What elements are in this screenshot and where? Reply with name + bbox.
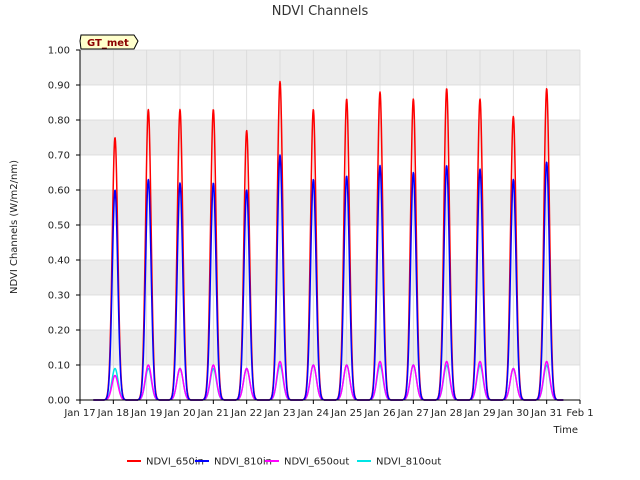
plot-band xyxy=(80,260,580,295)
x-tick-label: Jan 30 xyxy=(497,408,529,419)
y-tick-label: 0.40 xyxy=(48,256,70,267)
plot-band xyxy=(80,50,580,85)
legend-label: NDVI_650in xyxy=(146,457,204,468)
y-tick-label: 0.20 xyxy=(48,326,70,337)
legend-label: NDVI_810in xyxy=(214,457,272,468)
x-tick-label: Jan 21 xyxy=(197,408,229,419)
x-tick-label: Jan 25 xyxy=(330,408,362,419)
plot-band xyxy=(80,330,580,365)
y-tick-label: 0.70 xyxy=(48,151,70,162)
x-tick-label: Jan 22 xyxy=(230,408,262,419)
y-axis-ticks: 0.00 0.10 0.20 0.30 0.40 0.50 0.60 0.70 0.80 0.90… xyxy=(48,46,80,407)
badge-label: GT_met xyxy=(87,38,129,49)
y-tick-label: 0.30 xyxy=(48,291,70,302)
y-tick-label: 0.60 xyxy=(48,186,70,197)
y-axis-label: NDVI Channels (W/m2/nm) xyxy=(9,160,20,294)
x-tick-label: Feb 1 xyxy=(566,408,593,419)
x-tick-label: Jan 20 xyxy=(163,408,195,419)
y-tick-label: 0.50 xyxy=(48,221,70,232)
gt-met-badge: GT_met xyxy=(79,34,139,50)
y-tick-label: 0.90 xyxy=(48,81,70,92)
x-axis-label: Time xyxy=(553,425,578,436)
x-tick-label: Jan 31 xyxy=(530,408,562,419)
legend-label: NDVI_810out xyxy=(376,457,441,468)
y-tick-label: 0.10 xyxy=(48,361,70,372)
badge-box xyxy=(79,34,139,50)
x-tick-label: Jan 17 xyxy=(63,408,95,419)
x-tick-label: Jan 26 xyxy=(363,408,395,419)
x-tick-label: Jan 29 xyxy=(463,408,495,419)
x-tick-label: Jan 19 xyxy=(130,408,162,419)
x-tick-label: Jan 27 xyxy=(397,408,429,419)
plot-band xyxy=(80,190,580,225)
y-tick-label: 0.80 xyxy=(48,116,70,127)
y-tick-label: 1.00 xyxy=(48,46,70,57)
plot-band xyxy=(80,120,580,155)
x-tick-label: Jan 28 xyxy=(430,408,462,419)
x-tick-label: Jan 18 xyxy=(97,408,129,419)
chart-title: NDVI Channels xyxy=(272,4,369,19)
legend-label: NDVI_650out xyxy=(284,457,349,468)
x-tick-label: Jan 23 xyxy=(263,408,295,419)
y-tick-label: 0.00 xyxy=(48,396,70,407)
x-tick-label: Jan 24 xyxy=(297,408,329,419)
legend: NDVI_650in NDVI_810in NDVI_650out NDVI_810o… xyxy=(127,457,441,468)
x-axis-ticks: Jan 17 Jan 18 Jan 19 Jan 20 Jan 21 Jan 22 Jan … xyxy=(63,400,594,419)
